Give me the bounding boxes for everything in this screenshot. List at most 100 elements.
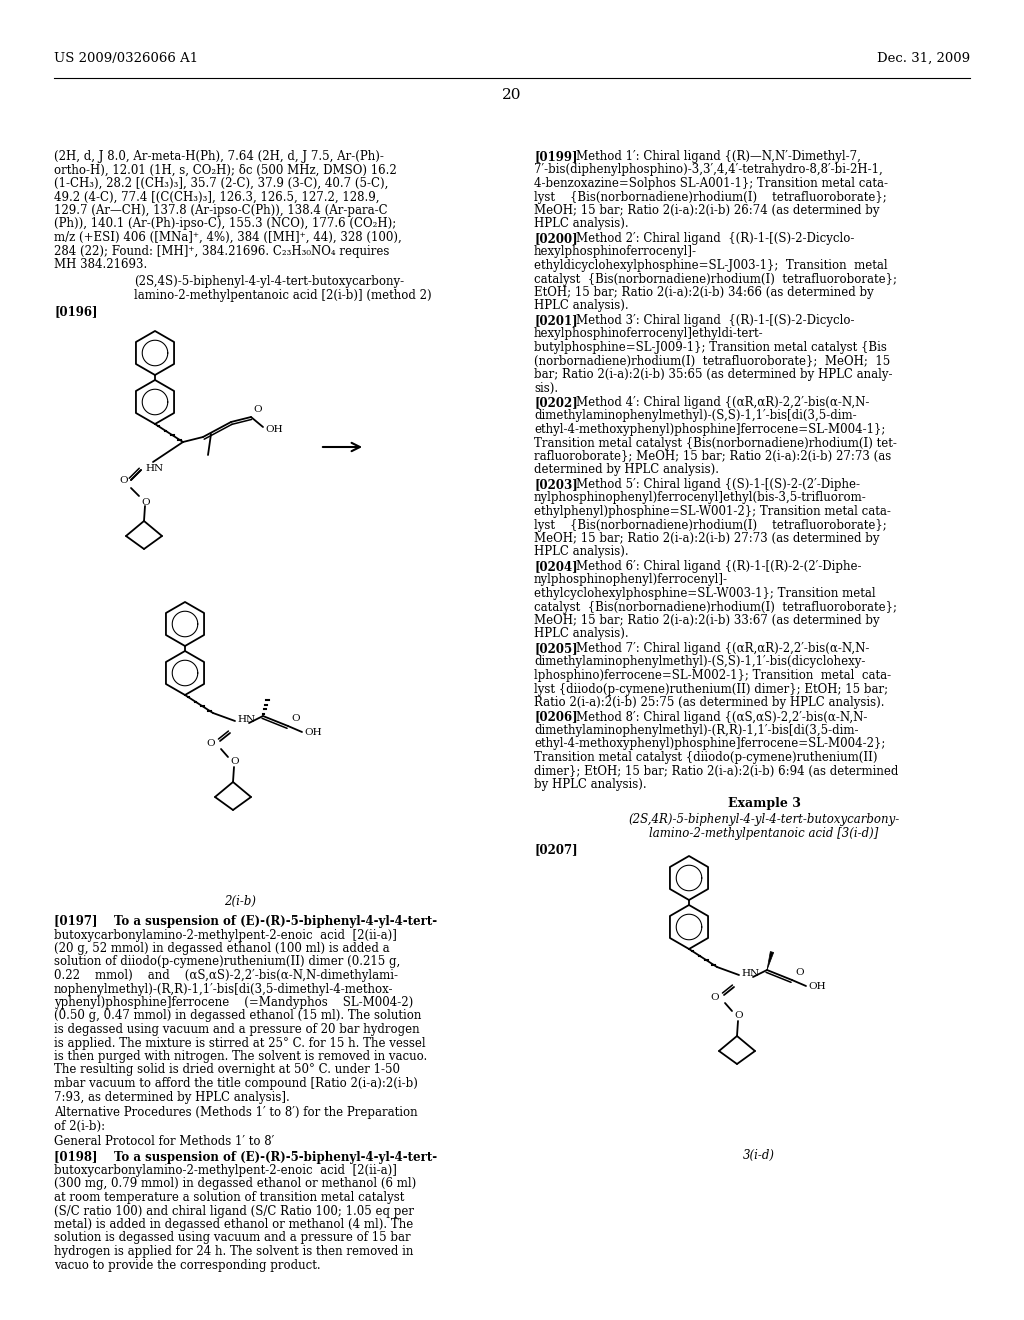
Text: (Ph)), 140.1 (Ar-(Ph)-ipso-C), 155.3 (NCO), 177.6 (CO₂H);: (Ph)), 140.1 (Ar-(Ph)-ipso-C), 155.3 (NC… [54,218,396,231]
Text: 7′-bis(diphenylphosphino)-3,3′,4,4′-tetrahydro-8,8′-bi-2H-1,: 7′-bis(diphenylphosphino)-3,3′,4,4′-tetr… [534,164,883,177]
Text: yphenyl)phosphine]ferrocene    (=Mandyphos    SL-M004-2): yphenyl)phosphine]ferrocene (=Mandyphos … [54,997,414,1008]
Text: 129.7 (Ar—CH), 137.8 (Ar-ipso-C(Ph)), 138.4 (Ar-para-C: 129.7 (Ar—CH), 137.8 (Ar-ipso-C(Ph)), 13… [54,205,388,216]
Text: is degassed using vacuum and a pressure of 20 bar hydrogen: is degassed using vacuum and a pressure … [54,1023,420,1036]
Text: (2S,4S)-5-biphenyl-4-yl-4-tert-butoxycarbony-: (2S,4S)-5-biphenyl-4-yl-4-tert-butoxycar… [134,276,404,289]
Text: butylphosphine=SL-J009-1}; Transition metal catalyst {Bis: butylphosphine=SL-J009-1}; Transition me… [534,341,887,354]
Text: 7:93, as determined by HPLC analysis].: 7:93, as determined by HPLC analysis]. [54,1090,290,1104]
Polygon shape [767,952,774,970]
Text: Method 2′: Chiral ligand  {(R)-1-[(S)-2-Dicyclo-: Method 2′: Chiral ligand {(R)-1-[(S)-2-D… [575,232,854,246]
Text: dimethylaminophenylmethyl)-(S,S)-1,1′-bis[di(3,5-dim-: dimethylaminophenylmethyl)-(S,S)-1,1′-bi… [534,409,857,422]
Text: nylphosphinophenyl)ferrocenyl]-: nylphosphinophenyl)ferrocenyl]- [534,573,728,586]
Text: hexylphosphinoferrocenyl]-: hexylphosphinoferrocenyl]- [534,246,697,259]
Text: [0200]: [0200] [534,232,578,246]
Text: Dec. 31, 2009: Dec. 31, 2009 [877,51,970,65]
Text: Method 6′: Chiral ligand {(R)-1-[(R)-2-(2′-Diphe-: Method 6′: Chiral ligand {(R)-1-[(R)-2-(… [575,560,861,573]
Text: MeOH; 15 bar; Ratio 2(i-a):2(i-b) 26:74 (as determined by: MeOH; 15 bar; Ratio 2(i-a):2(i-b) 26:74 … [534,205,880,216]
Text: HPLC analysis).: HPLC analysis). [534,218,629,231]
Text: Method 1′: Chiral ligand {(R)—N,N′-Dimethyl-7,: Method 1′: Chiral ligand {(R)—N,N′-Dimet… [575,150,861,162]
Text: (1-CH₃), 28.2 [(CH₃)₃], 35.7 (2-C), 37.9 (3-C), 40.7 (5-C),: (1-CH₃), 28.2 [(CH₃)₃], 35.7 (2-C), 37.9… [54,177,388,190]
Text: ortho-H), 12.01 (1H, s, CO₂H); δc (500 MHz, DMSO) 16.2: ortho-H), 12.01 (1H, s, CO₂H); δc (500 M… [54,164,396,177]
Text: Transition metal catalyst {diiodo(p-cymene)ruthenium(II): Transition metal catalyst {diiodo(p-cyme… [534,751,878,764]
Text: O: O [253,405,261,414]
Text: rafluoroborate}; MeOH; 15 bar; Ratio 2(i-a):2(i-b) 27:73 (as: rafluoroborate}; MeOH; 15 bar; Ratio 2(i… [534,450,891,463]
Text: HN: HN [741,969,759,978]
Text: [0205]: [0205] [534,642,578,655]
Text: metal) is added in degassed ethanol or methanol (4 ml). The: metal) is added in degassed ethanol or m… [54,1218,414,1232]
Text: [0197]    To a suspension of (E)-(R)-5-biphenyl-4-yl-4-tert-: [0197] To a suspension of (E)-(R)-5-biph… [54,915,437,928]
Text: ethylcyclohexylphosphine=SL-W003-1}; Transition metal: ethylcyclohexylphosphine=SL-W003-1}; Tra… [534,587,876,601]
Text: lamino-2-methylpentanoic acid [2(i-b)] (method 2): lamino-2-methylpentanoic acid [2(i-b)] (… [134,289,432,302]
Text: [0204]: [0204] [534,560,578,573]
Text: lphosphino)ferrocene=SL-M002-1}; Transition  metal  cata-: lphosphino)ferrocene=SL-M002-1}; Transit… [534,669,891,682]
Text: O: O [141,498,150,507]
Text: bar; Ratio 2(i-a):2(i-b) 35:65 (as determined by HPLC analy-: bar; Ratio 2(i-a):2(i-b) 35:65 (as deter… [534,368,893,381]
Text: Method 4′: Chiral ligand {(αR,αR)-2,2′-bis(α-N,N-: Method 4′: Chiral ligand {(αR,αR)-2,2′-b… [575,396,869,409]
Text: [0203]: [0203] [534,478,578,491]
Text: [0199]: [0199] [534,150,578,162]
Text: (norbornadiene)rhodium(I)  tetrafluoroborate};  MeOH;  15: (norbornadiene)rhodium(I) tetrafluorobor… [534,355,890,367]
Text: [0206]: [0206] [534,710,578,723]
Text: OH: OH [265,425,283,434]
Text: ethylphenyl)phosphine=SL-W001-2}; Transition metal cata-: ethylphenyl)phosphine=SL-W001-2}; Transi… [534,506,891,517]
Text: [0202]: [0202] [534,396,578,409]
Text: butoxycarbonylamino-2-methylpent-2-enoic  acid  [2(ii-a)]: butoxycarbonylamino-2-methylpent-2-enoic… [54,928,397,941]
Text: lyst    {Bis(norbornadiene)rhodium(I)    tetrafluoroborate};: lyst {Bis(norbornadiene)rhodium(I) tetra… [534,519,887,532]
Text: dimethylaminophenylmethyl)-(S,S)-1,1′-bis(dicyclohexy-: dimethylaminophenylmethyl)-(S,S)-1,1′-bi… [534,656,865,668]
Text: is then purged with nitrogen. The solvent is removed in vacuo.: is then purged with nitrogen. The solven… [54,1049,427,1063]
Text: 20: 20 [502,88,522,102]
Text: MeOH; 15 bar; Ratio 2(i-a):2(i-b) 33:67 (as determined by: MeOH; 15 bar; Ratio 2(i-a):2(i-b) 33:67 … [534,614,880,627]
Text: of 2(i-b):: of 2(i-b): [54,1119,105,1133]
Text: (2H, d, J 8.0, Ar-meta-H(Ph), 7.64 (2H, d, J 7.5, Ar-(Ph)-: (2H, d, J 8.0, Ar-meta-H(Ph), 7.64 (2H, … [54,150,384,162]
Text: 2(i-b): 2(i-b) [224,895,256,908]
Text: ethyl-4-methoxyphenyl)phosphine]ferrocene=SL-M004-1};: ethyl-4-methoxyphenyl)phosphine]ferrocen… [534,422,886,436]
Text: (S/C ratio 100) and chiral ligand (S/C Ratio 100; 1.05 eq per: (S/C ratio 100) and chiral ligand (S/C R… [54,1204,414,1217]
Text: O: O [710,993,719,1002]
Text: O: O [734,1011,742,1020]
Text: HN: HN [145,465,163,473]
Text: O: O [291,714,300,723]
Text: solution is degassed using vacuum and a pressure of 15 bar: solution is degassed using vacuum and a … [54,1232,411,1245]
Text: Alternative Procedures (Methods 1′ to 8′) for the Preparation: Alternative Procedures (Methods 1′ to 8′… [54,1106,418,1119]
Text: solution of diiodo(p-cymene)ruthenium(II) dimer (0.215 g,: solution of diiodo(p-cymene)ruthenium(II… [54,956,400,969]
Text: catalyst  {Bis(norbornadiene)rhodium(I)  tetrafluoroborate};: catalyst {Bis(norbornadiene)rhodium(I) t… [534,601,897,614]
Text: m/z (+ESI) 406 ([MNa]⁺, 4%), 384 ([MH]⁺, 44), 328 (100),: m/z (+ESI) 406 ([MNa]⁺, 4%), 384 ([MH]⁺,… [54,231,401,244]
Text: 3(i-d): 3(i-d) [743,1148,775,1162]
Text: 49.2 (4-C), 77.4 [(C(CH₃)₃], 126.3, 126.5, 127.2, 128.9,: 49.2 (4-C), 77.4 [(C(CH₃)₃], 126.3, 126.… [54,190,380,203]
Text: nophenylmethyl)-(R,R)-1,1′-bis[di(3,5-dimethyl-4-methox-: nophenylmethyl)-(R,R)-1,1′-bis[di(3,5-di… [54,982,393,995]
Text: General Protocol for Methods 1′ to 8′: General Protocol for Methods 1′ to 8′ [54,1135,274,1148]
Text: lyst    {Bis(norbornadiene)rhodium(I)    tetrafluoroborate};: lyst {Bis(norbornadiene)rhodium(I) tetra… [534,190,887,203]
Text: 4-benzoxazine=Solphos SL-A001-1}; Transition metal cata-: 4-benzoxazine=Solphos SL-A001-1}; Transi… [534,177,888,190]
Text: vacuo to provide the corresponding product.: vacuo to provide the corresponding produ… [54,1258,321,1271]
Text: US 2009/0326066 A1: US 2009/0326066 A1 [54,51,198,65]
Text: by HPLC analysis).: by HPLC analysis). [534,777,646,791]
Text: ethyldicyclohexylphosphine=SL-J003-1};  Transition  metal: ethyldicyclohexylphosphine=SL-J003-1}; T… [534,259,888,272]
Text: lamino-2-methylpentanoic acid [3(i-d)]: lamino-2-methylpentanoic acid [3(i-d)] [649,826,879,840]
Text: OH: OH [808,982,825,991]
Text: sis).: sis). [534,381,558,395]
Text: O: O [230,756,239,766]
Text: dimer}; EtOH; 15 bar; Ratio 2(i-a):2(i-b) 6:94 (as determined: dimer}; EtOH; 15 bar; Ratio 2(i-a):2(i-b… [534,764,898,777]
Text: O: O [795,968,804,977]
Text: lyst {diiodo(p-cymene)ruthenium(II) dimer}; EtOH; 15 bar;: lyst {diiodo(p-cymene)ruthenium(II) dime… [534,682,888,696]
Text: HPLC analysis).: HPLC analysis). [534,627,629,640]
Text: is applied. The mixture is stirred at 25° C. for 15 h. The vessel: is applied. The mixture is stirred at 25… [54,1036,426,1049]
Text: Ratio 2(i-a):2(i-b) 25:75 (as determined by HPLC analysis).: Ratio 2(i-a):2(i-b) 25:75 (as determined… [534,696,885,709]
Text: butoxycarbonylamino-2-methylpent-2-enoic  acid  [2(ii-a)]: butoxycarbonylamino-2-methylpent-2-enoic… [54,1164,397,1177]
Text: 0.22    mmol)    and    (αS,αS)-2,2′-bis(α-N,N-dimethylami-: 0.22 mmol) and (αS,αS)-2,2′-bis(α-N,N-di… [54,969,398,982]
Text: 284 (22); Found: [MH]⁺, 384.21696. C₂₃H₃₀NO₄ requires: 284 (22); Found: [MH]⁺, 384.21696. C₂₃H₃… [54,244,389,257]
Text: Example 3: Example 3 [728,797,801,810]
Text: [0201]: [0201] [534,314,578,327]
Text: O: O [119,477,128,484]
Text: Method 7′: Chiral ligand {(αR,αR)-2,2′-bis(α-N,N-: Method 7′: Chiral ligand {(αR,αR)-2,2′-b… [575,642,869,655]
Text: hydrogen is applied for 24 h. The solvent is then removed in: hydrogen is applied for 24 h. The solven… [54,1245,414,1258]
Text: ethyl-4-methoxyphenyl)phosphine]ferrocene=SL-M004-2};: ethyl-4-methoxyphenyl)phosphine]ferrocen… [534,738,886,751]
Text: at room temperature a solution of transition metal catalyst: at room temperature a solution of transi… [54,1191,404,1204]
Text: mbar vacuum to afford the title compound [Ratio 2(i-a):2(i-b): mbar vacuum to afford the title compound… [54,1077,418,1090]
Text: HN: HN [237,715,255,723]
Text: Transition metal catalyst {Bis(norbornadiene)rhodium(I) tet-: Transition metal catalyst {Bis(norbornad… [534,437,897,450]
Text: O: O [206,739,215,748]
Text: catalyst  {Bis(norbornadiene)rhodium(I)  tetrafluoroborate};: catalyst {Bis(norbornadiene)rhodium(I) t… [534,272,897,285]
Text: EtOH; 15 bar; Ratio 2(i-a):2(i-b) 34:66 (as determined by: EtOH; 15 bar; Ratio 2(i-a):2(i-b) 34:66 … [534,286,873,300]
Text: (0.50 g, 0.47 mmol) in degassed ethanol (15 ml). The solution: (0.50 g, 0.47 mmol) in degassed ethanol … [54,1010,421,1023]
Text: Method 5′: Chiral ligand {(S)-1-[(S)-2-(2′-Diphe-: Method 5′: Chiral ligand {(S)-1-[(S)-2-(… [575,478,860,491]
